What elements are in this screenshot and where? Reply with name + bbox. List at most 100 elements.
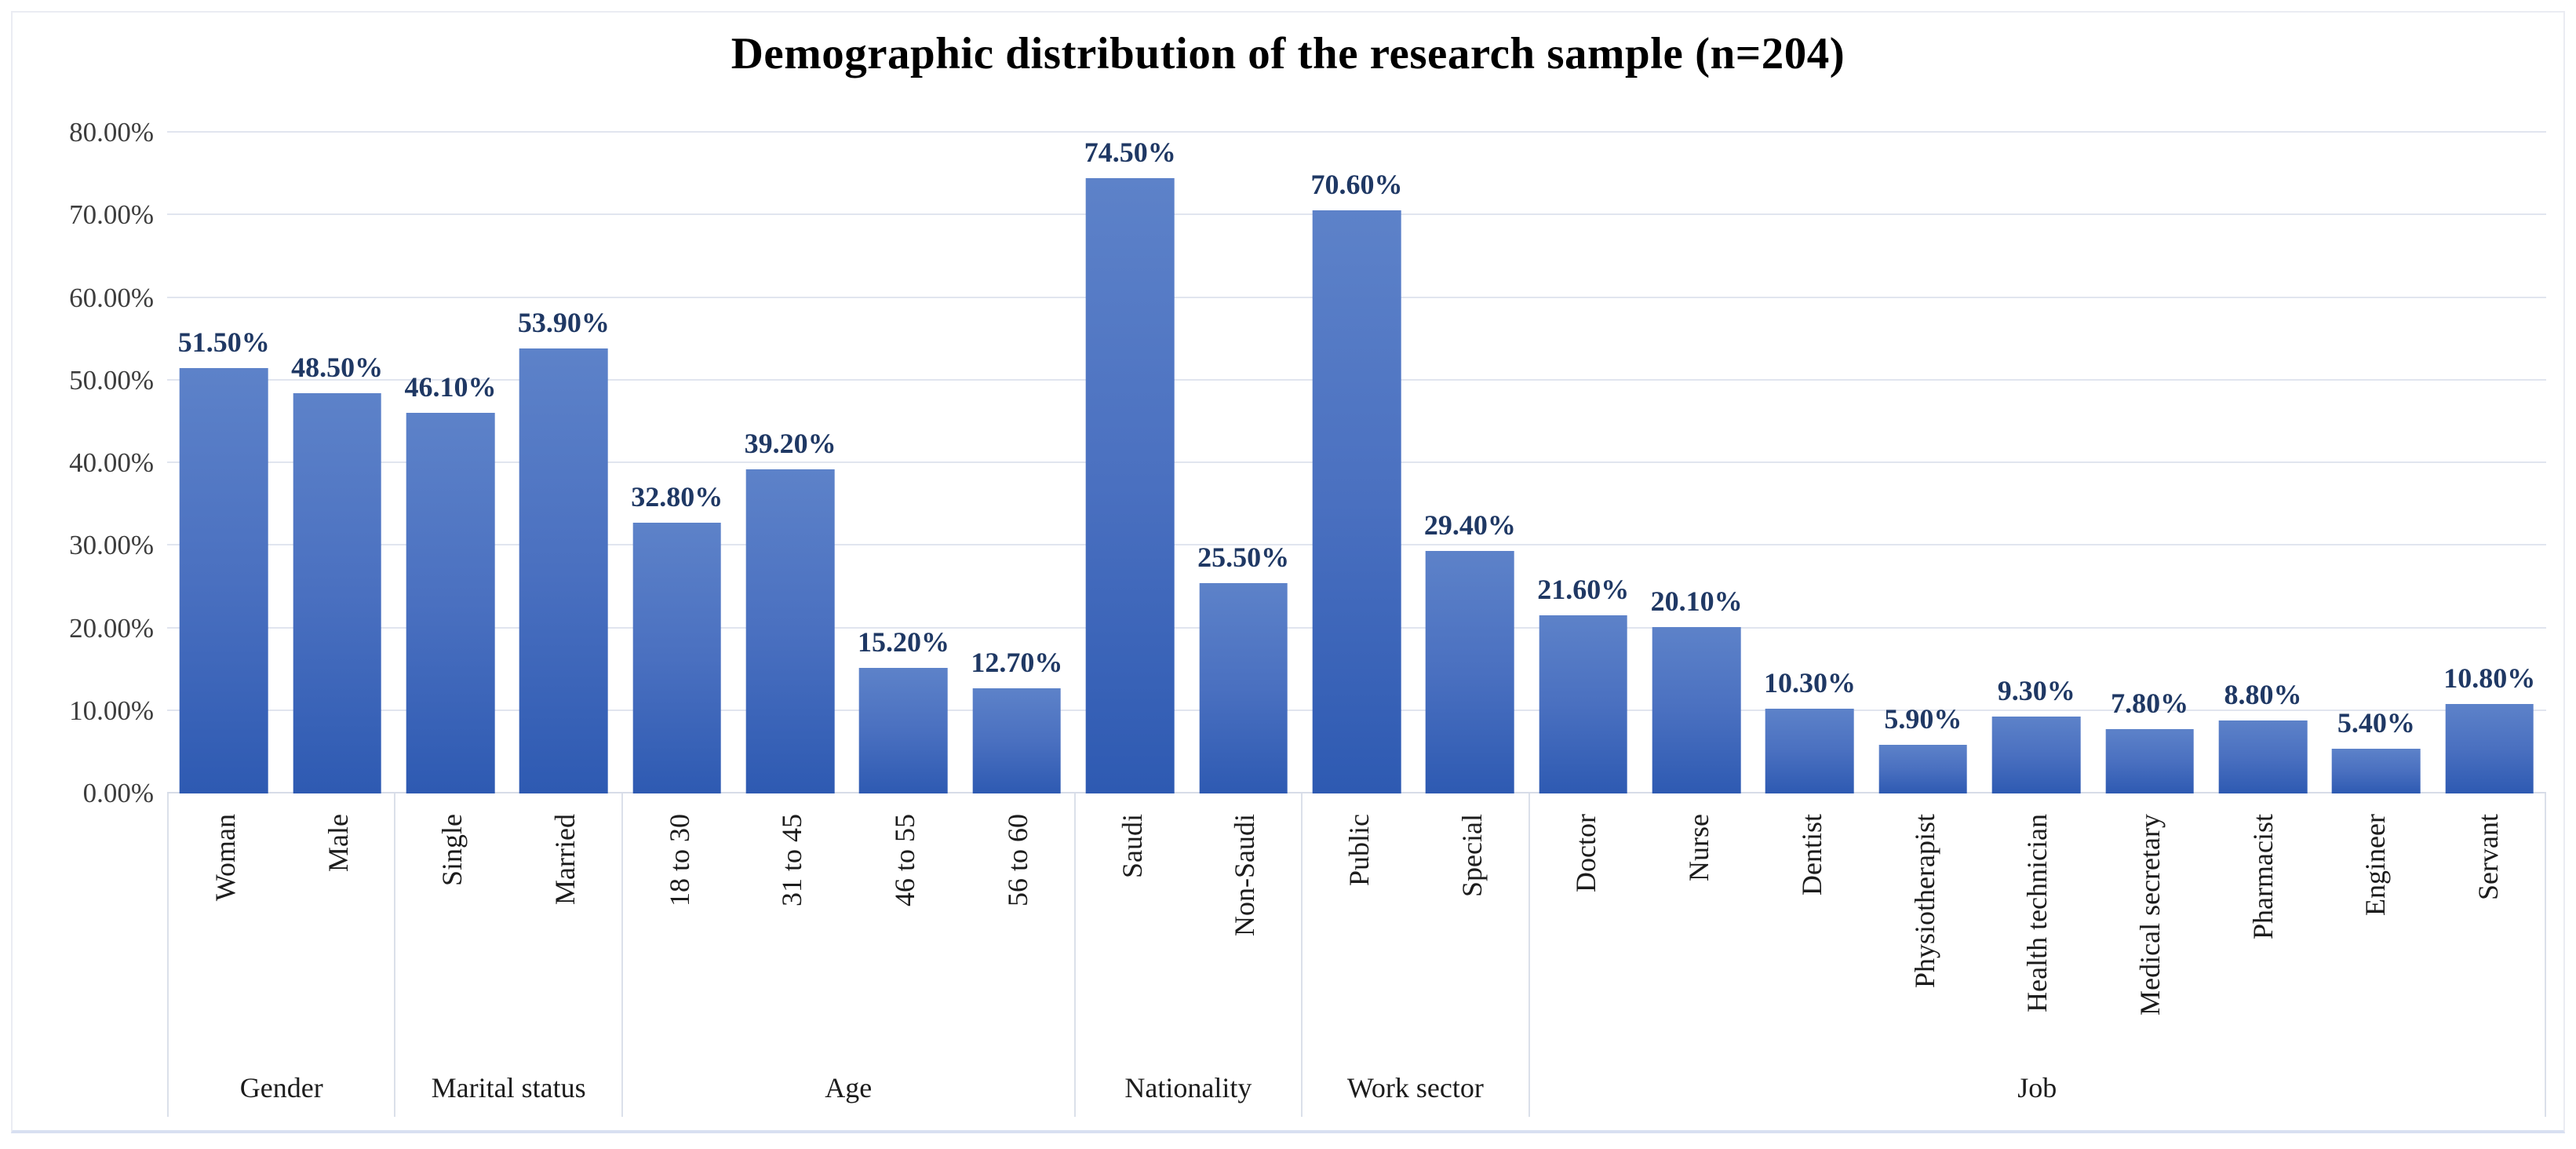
- figure-border: [11, 11, 2565, 1133]
- bar-medical-secretary: [2105, 728, 2194, 793]
- bar-slot-engineer: 5.40%: [2319, 133, 2432, 793]
- data-label-18-to-30: 32.80%: [631, 480, 723, 512]
- y-tick-label: 70.00%: [69, 199, 154, 231]
- category-cell-18-to-30: 18 to 30: [623, 793, 736, 1068]
- category-cell-doctor: Doctor: [1530, 793, 1643, 1068]
- group-label-job: Job: [2017, 1072, 2057, 1103]
- bar-non-saudi: [1199, 582, 1288, 793]
- category-label-46-to-55: 46 to 55: [889, 814, 921, 907]
- bar-slot-special: 29.40%: [1413, 133, 1526, 793]
- bar-pharmacist: [2218, 720, 2308, 793]
- bar-56-to-60: [972, 688, 1062, 793]
- bar-slot-health-technician: 9.30%: [1980, 133, 2093, 793]
- group-category-row: Woman Male: [169, 793, 394, 1068]
- category-cell-non-saudi: Non-Saudi: [1188, 793, 1301, 1068]
- bar-health-technician: [1991, 717, 2081, 793]
- category-cell-woman: Woman: [169, 793, 282, 1068]
- category-cell-pharmacist: Pharmacist: [2206, 793, 2319, 1068]
- bar-46-to-55: [859, 668, 948, 793]
- y-tick-label: 80.00%: [69, 117, 154, 148]
- bar-slot-46-to-55: 15.20%: [847, 133, 960, 793]
- category-label-31-to-45: 31 to 45: [776, 814, 808, 907]
- bar-slot-56-to-60: 12.70%: [960, 133, 1073, 793]
- group-label-work-sector: Work sector: [1346, 1072, 1484, 1103]
- y-axis-labels: 0.00% 10.00% 20.00% 30.00% 40.00% 50.00% 60.00…: [0, 117, 154, 808]
- y-tick-label: 30.00%: [69, 530, 154, 561]
- group-nationality: Saudi Non-Saudi Nationality: [1076, 793, 1303, 1117]
- category-cell-health-technician: Health technician: [1980, 793, 2093, 1068]
- group-age: 18 to 30 31 to 45 46 to 55 56 to 60 Age: [623, 793, 1076, 1117]
- data-label-46-to-55: 15.20%: [857, 626, 949, 658]
- category-label-health-technician: Health technician: [2021, 814, 2053, 1012]
- bar-slot-doctor: 21.60%: [1527, 133, 1640, 793]
- data-label-pharmacist: 8.80%: [2224, 679, 2302, 711]
- group-work-sector: Public Special Work sector: [1303, 793, 1530, 1117]
- data-label-public: 70.60%: [1310, 168, 1403, 200]
- group-label-age: Age: [825, 1072, 873, 1103]
- data-label-single: 46.10%: [404, 370, 497, 403]
- group-label-nationality: Nationality: [1124, 1072, 1252, 1103]
- category-label-saudi: Saudi: [1116, 814, 1148, 879]
- category-cell-engineer: Engineer: [2319, 793, 2432, 1068]
- bar-nurse: [1652, 627, 1741, 793]
- bar-slot-physiotherapist: 5.90%: [1867, 133, 1980, 793]
- data-label-engineer: 5.40%: [2337, 707, 2415, 739]
- group-label-marital-status: Marital status: [431, 1072, 586, 1103]
- category-label-engineer: Engineer: [2359, 814, 2392, 916]
- bar-slot-married: 53.90%: [507, 133, 620, 793]
- category-label-medical-secretary: Medical secretary: [2134, 814, 2166, 1016]
- category-cell-medical-secretary: Medical secretary: [2093, 793, 2206, 1068]
- data-label-medical-secretary: 7.80%: [2111, 687, 2189, 719]
- category-label-single: Single: [436, 814, 468, 887]
- bar-slot-public: 70.60%: [1300, 133, 1413, 793]
- category-cell-servant: Servant: [2432, 793, 2545, 1068]
- bar-servant: [2445, 704, 2534, 793]
- y-tick-label: 50.00%: [69, 364, 154, 396]
- data-label-special: 29.40%: [1423, 509, 1516, 541]
- bar-slot-medical-secretary: 7.80%: [2093, 133, 2206, 793]
- group-category-row: Single Married: [395, 793, 621, 1068]
- category-label-public: Public: [1343, 814, 1375, 887]
- category-label-dentist: Dentist: [1795, 814, 1827, 895]
- y-tick-label: 60.00%: [69, 282, 154, 313]
- bar-slot-male: 48.50%: [280, 133, 393, 793]
- group-gender: Woman Male Gender: [167, 793, 396, 1117]
- data-label-health-technician: 9.30%: [1997, 675, 2075, 707]
- data-label-31-to-45: 39.20%: [744, 428, 836, 460]
- category-axis: Woman Male Gender Single Married Marital stat…: [167, 793, 2546, 1117]
- category-cell-single: Single: [395, 793, 508, 1068]
- data-label-56-to-60: 12.70%: [971, 647, 1063, 679]
- bar-slot-dentist: 10.30%: [1753, 133, 1866, 793]
- bar-physiotherapist: [1878, 744, 1968, 793]
- category-label-physiotherapist: Physiotherapist: [1908, 814, 1940, 988]
- data-label-woman: 51.50%: [177, 326, 270, 358]
- category-cell-special: Special: [1416, 793, 1528, 1068]
- gridline: [167, 131, 2546, 133]
- bar-slot-servant: 10.80%: [2433, 133, 2546, 793]
- category-cell-married: Married: [508, 793, 621, 1068]
- bars-row: 51.50% 48.50% 46.10% 53.90% 32.80% 39.20% 15.2…: [167, 133, 2546, 793]
- bar-dentist: [1765, 708, 1854, 793]
- category-cell-46-to-55: 46 to 55: [848, 793, 961, 1068]
- category-label-doctor: Doctor: [1570, 814, 1602, 892]
- bar-public: [1312, 210, 1401, 793]
- data-label-non-saudi: 25.50%: [1197, 541, 1290, 573]
- bar-engineer: [2332, 749, 2421, 793]
- group-job: Doctor Nurse Dentist Physiotherapist Health …: [1530, 793, 2546, 1117]
- y-tick-label: 10.00%: [69, 695, 154, 726]
- bar-woman: [179, 367, 268, 793]
- y-tick-label: 20.00%: [69, 612, 154, 644]
- bar-slot-nurse: 20.10%: [1640, 133, 1753, 793]
- group-category-row: 18 to 30 31 to 45 46 to 55 56 to 60: [623, 793, 1074, 1068]
- category-cell-nurse: Nurse: [1642, 793, 1755, 1068]
- bar-slot-18-to-30: 32.80%: [621, 133, 734, 793]
- data-label-nurse: 20.10%: [1650, 585, 1743, 618]
- category-label-married: Married: [549, 814, 581, 905]
- category-cell-saudi: Saudi: [1076, 793, 1189, 1068]
- bar-doctor: [1539, 615, 1627, 793]
- data-label-married: 53.90%: [517, 306, 610, 338]
- group-category-row: Doctor Nurse Dentist Physiotherapist Health …: [1530, 793, 2545, 1068]
- bar-18-to-30: [632, 522, 721, 793]
- category-label-non-saudi: Non-Saudi: [1229, 814, 1261, 936]
- bar-male: [293, 392, 381, 793]
